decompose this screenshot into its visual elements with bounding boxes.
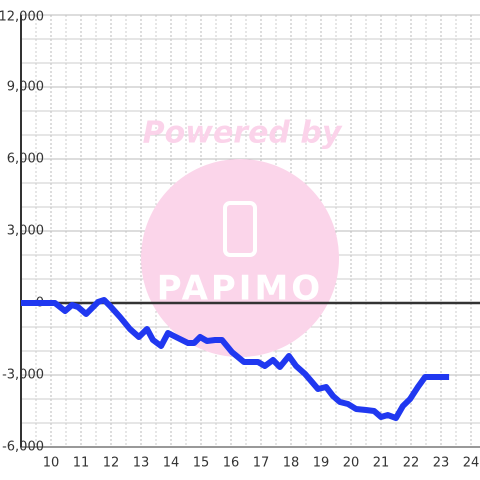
x-tick-label: 17: [253, 456, 270, 471]
x-tick-label: 16: [223, 456, 240, 471]
data-line: [21, 297, 450, 422]
watermark-text: Powered by: [143, 116, 343, 151]
x-tick-label: 15: [193, 456, 210, 471]
x-tick-label: 10: [43, 456, 60, 471]
x-tick-label: 19: [313, 456, 330, 471]
x-tick-label: 24: [463, 456, 480, 471]
x-tick-label: 13: [133, 456, 150, 471]
x-tick-label: 12: [103, 456, 120, 471]
watermark-circle: [141, 159, 339, 357]
x-tick-label: 21: [373, 456, 390, 471]
x-tick-label: 22: [403, 456, 420, 471]
x-tick-label: 20: [343, 456, 360, 471]
y-tick-label: -3,000: [2, 368, 44, 383]
y-tick-label: 6,000: [7, 152, 44, 167]
watermark-icon: [223, 201, 257, 257]
y-tick-label: 3,000: [7, 224, 44, 239]
x-tick-label: 14: [163, 456, 180, 471]
watermark: Powered by PAPIMO: [141, 116, 343, 357]
x-tick-label: 23: [433, 456, 450, 471]
x-tick-label: 18: [283, 456, 300, 471]
x-tick-label: 11: [73, 456, 90, 471]
y-tick-label: 9,000: [7, 80, 44, 95]
